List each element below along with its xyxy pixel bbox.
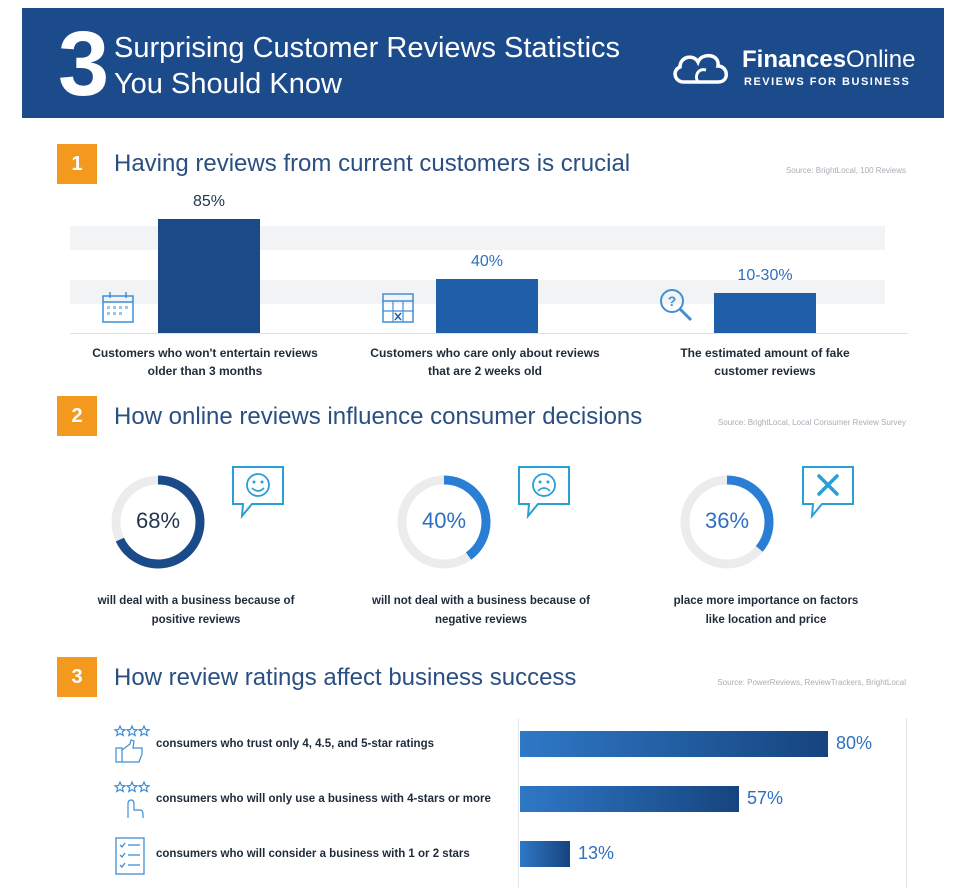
chart2-caption-2: will not deal with a business because of… [372, 595, 590, 626]
chart1-value-label-2: 40% [470, 253, 504, 270]
header-title-line1: Surprising Customer Reviews Statistics [114, 32, 621, 64]
chart3-value-label-2: 57% [747, 788, 784, 808]
header-banner: 3 Surprising Customer Reviews Statistics… [22, 8, 944, 118]
chart2-caption-3: place more importance on factors like lo… [673, 595, 859, 626]
chart1-value-label-1: 85% [192, 193, 226, 210]
chart3-category-label-2: consumers who will only use a business w… [156, 793, 491, 805]
chart1-bar-1 [158, 219, 260, 333]
stars-thumb-icon [113, 724, 150, 763]
sad-chat-icon [518, 466, 570, 520]
brand-logo: FinancesOnline REVIEWS FOR BUSINESS [668, 46, 928, 96]
chart1-caption-3: The estimated amount of fake customer re… [680, 346, 850, 378]
chart2-value-label-2: 40% [421, 508, 467, 533]
section-3-number: 3 [57, 657, 97, 697]
chart1-caption-2: Customers who care only about reviews th… [370, 346, 600, 378]
calendar-icon [102, 292, 134, 323]
checklist-icon [115, 837, 145, 875]
cloud-logo-icon [673, 53, 728, 84]
brand-tagline: REVIEWS FOR BUSINESS [744, 76, 911, 88]
section-1-source: Source: BrightLocal, 100 Reviews [785, 166, 906, 175]
chart2-value-label-3: 36% [704, 508, 750, 533]
chart2-donut-arc-2 [397, 475, 491, 569]
chart1-bar-3 [714, 293, 816, 333]
chart1-caption-1: Customers who won't entertain reviews ol… [92, 346, 318, 378]
chart3-grid-line [906, 718, 907, 888]
section-1-title: Having reviews from current customers is… [114, 150, 631, 177]
chart3-axis-line [518, 718, 519, 888]
chart3-bar-3 [520, 841, 570, 867]
chart2-caption-1: will deal with a business because of pos… [97, 595, 295, 626]
chart3-category-label-1: consumers who trust only 4, 4.5, and 5-s… [156, 738, 434, 750]
chart1-bar-2 [436, 279, 538, 333]
chart1-baseline [70, 333, 908, 334]
chart3-category-label-3: consumers who will consider a business w… [156, 848, 470, 860]
section-3-source: Source: PowerReviews, ReviewTrackers, Br… [717, 678, 906, 687]
brand-name-bold: Finances [742, 46, 847, 73]
chart3-bar-2 [520, 786, 739, 812]
chart1-value-label-3: 10-30% [737, 267, 793, 284]
chart2-donut-2 [397, 475, 491, 569]
chart2-donut-1 [111, 475, 205, 569]
chart3-bar-1 [520, 731, 828, 757]
x-chat-icon [802, 466, 854, 520]
header-title: Surprising Customer Reviews Statistics Y… [114, 30, 620, 102]
smile-chat-icon [232, 466, 284, 520]
section-3-title: How review ratings affect business succe… [114, 664, 577, 691]
section-2-source: Source: BrightLocal, Local Consumer Revi… [717, 418, 906, 427]
stars-hand-icon [113, 780, 150, 818]
magnifier-question-icon: ? [660, 289, 693, 322]
chart3-value-label-1: 80% [836, 733, 873, 753]
section-1-number: 1 [57, 144, 97, 184]
chart2-donut-3 [680, 475, 774, 569]
chart2-donut-arc-1 [111, 475, 205, 569]
chart2-value-label-1: 68% [135, 508, 181, 533]
chart3-value-label-3: 13% [578, 843, 615, 863]
section-2-number: 2 [57, 396, 97, 436]
header-number: 3 [58, 13, 110, 115]
header-title-line2: You Should Know [114, 68, 342, 100]
chart2-donut-arc-3 [680, 475, 774, 569]
calendar-grid-icon [382, 293, 414, 323]
svg-text:?: ? [668, 293, 677, 309]
brand-name: FinancesOnline [742, 46, 915, 74]
section-2-title: How online reviews influence consumer de… [114, 403, 643, 430]
brand-name-rest: Online [846, 46, 916, 73]
